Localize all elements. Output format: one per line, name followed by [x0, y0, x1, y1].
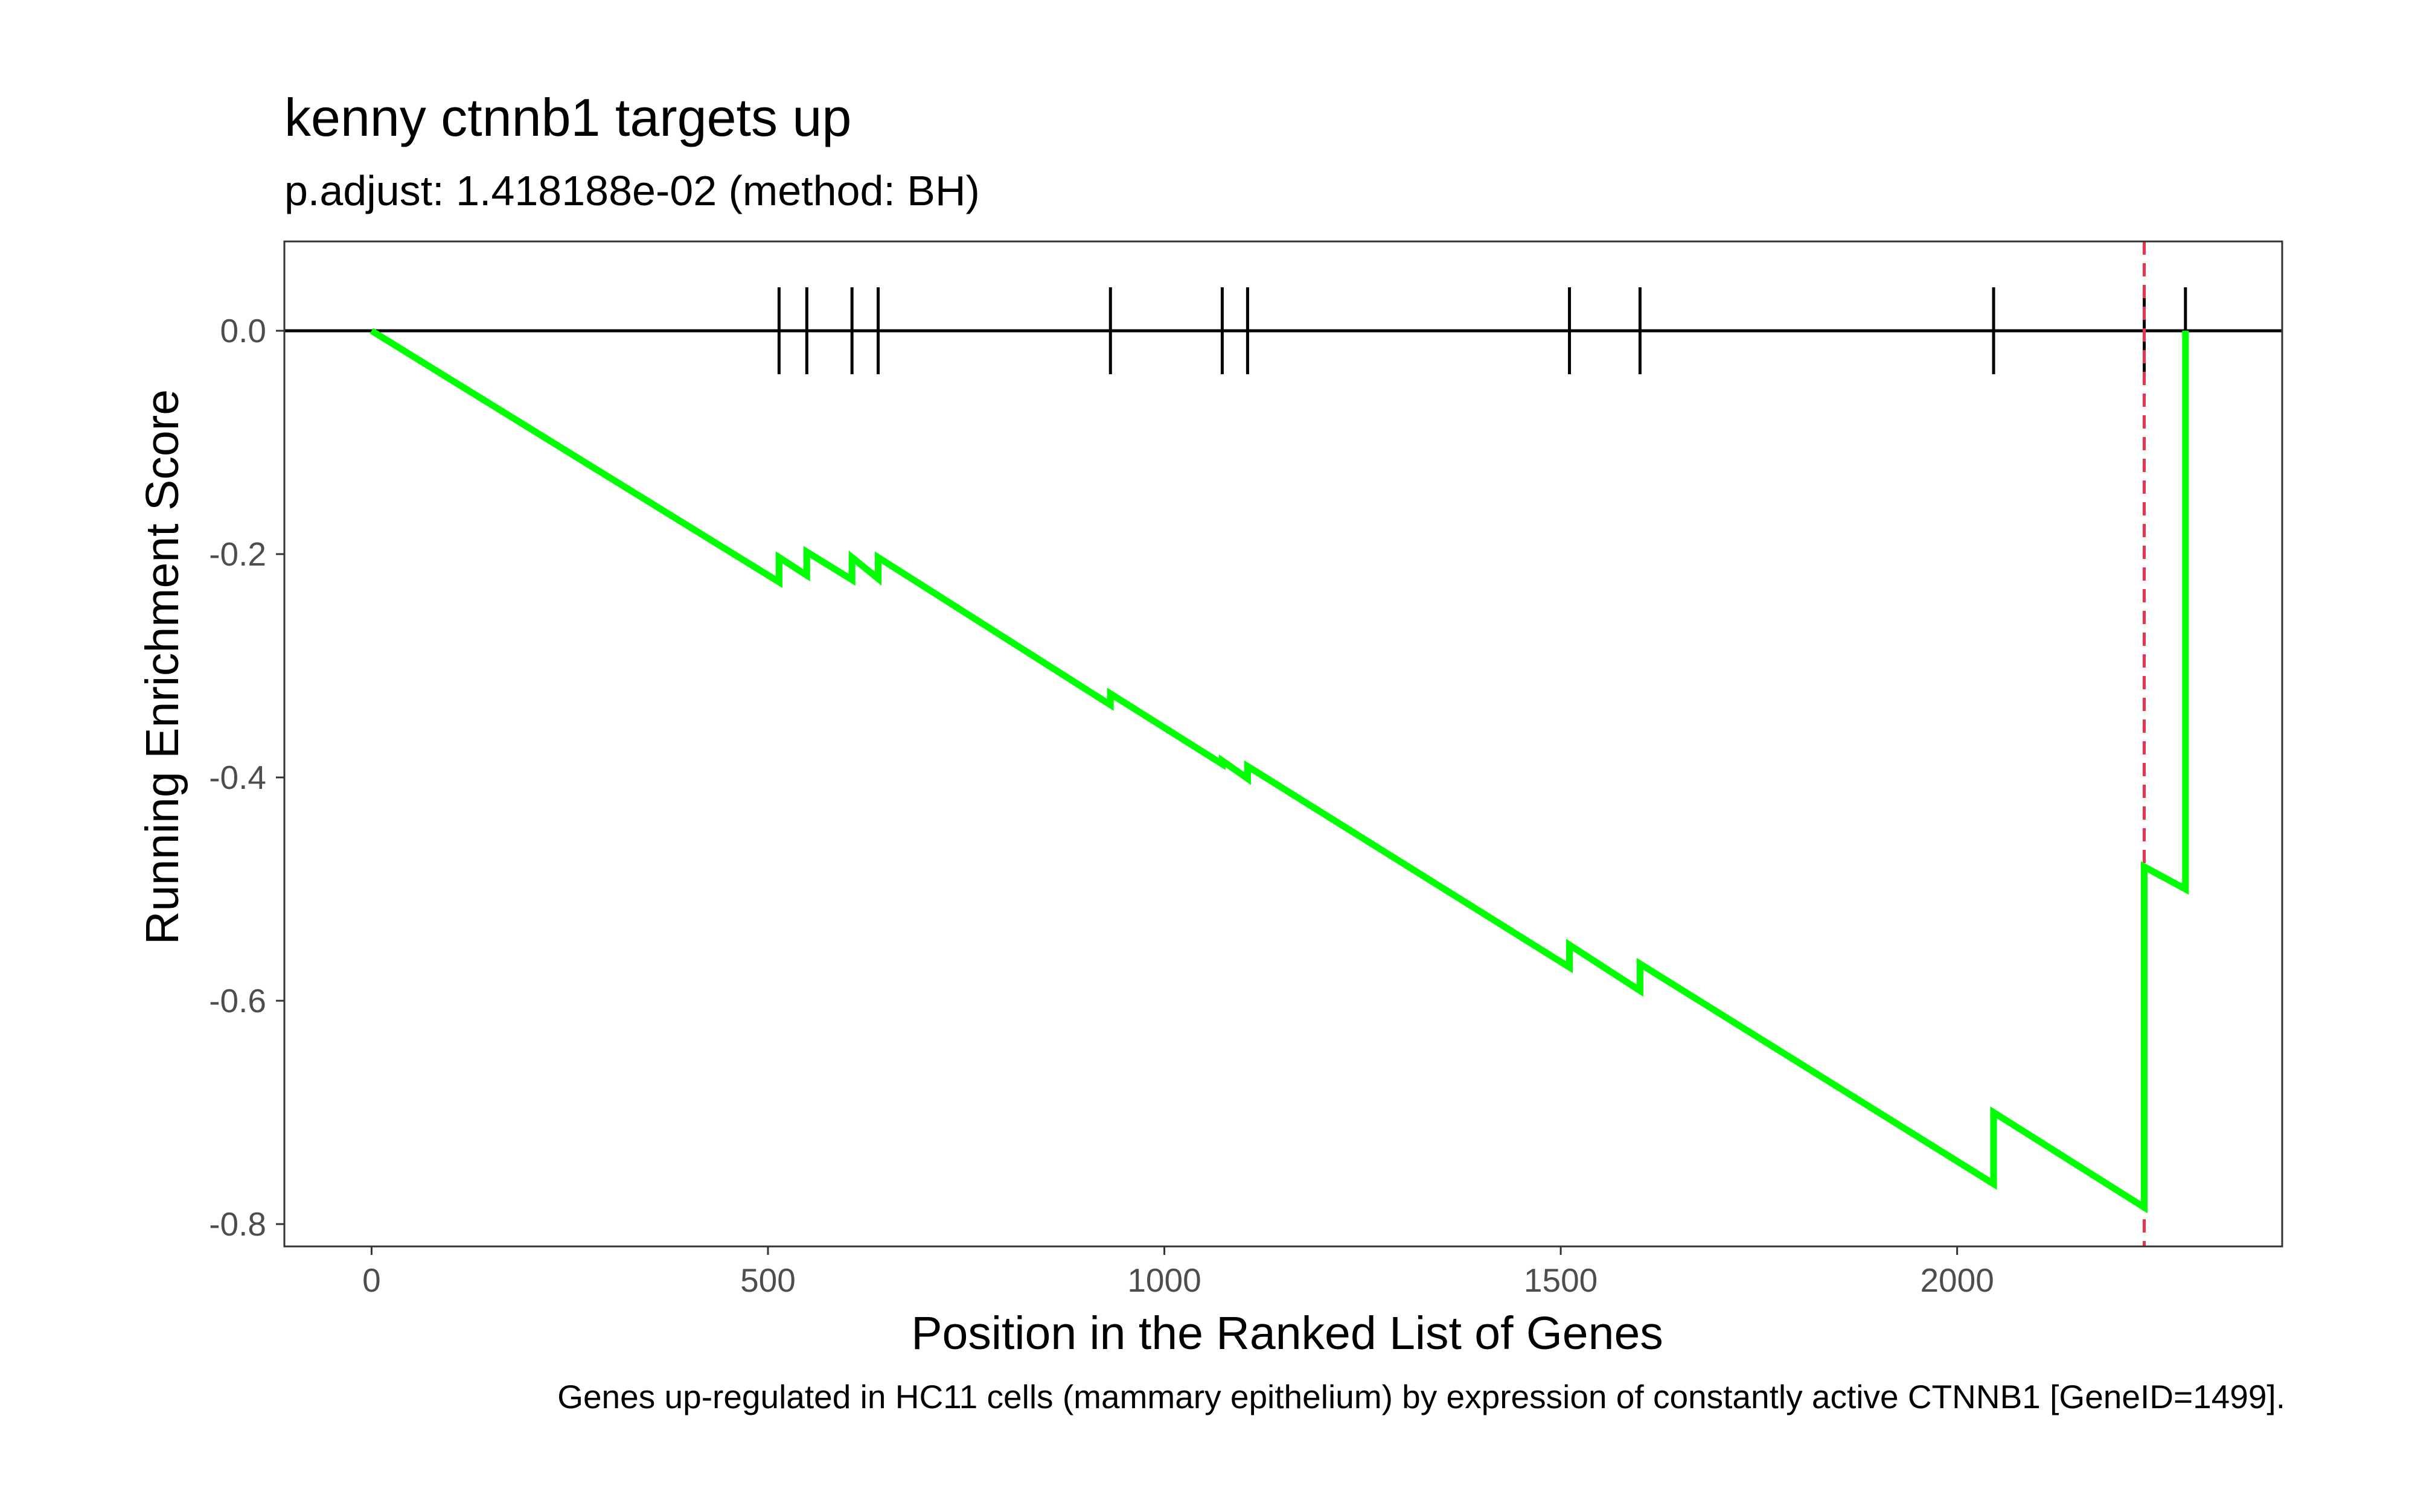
panel-border [283, 240, 2283, 1248]
x-tick-label: 2000 [1920, 1262, 1994, 1299]
x-tick-label: 0 [362, 1262, 381, 1299]
y-tick-label: -0.6 [209, 982, 266, 1019]
y-tick-label: 0.0 [220, 312, 266, 349]
chart-title: kenny ctnnb1 targets up [284, 88, 851, 147]
chart-caption: Genes up-regulated in HC11 cells (mammar… [557, 1378, 2285, 1415]
x-tick-label: 500 [740, 1262, 796, 1299]
y-tick-label: -0.8 [209, 1205, 266, 1243]
x-tick-label: 1500 [1524, 1262, 1598, 1299]
x-axis-title: Position in the Ranked List of Genes [911, 1307, 1663, 1359]
chart-subtitle: p.adjust: 1.418188e-02 (method: BH) [284, 167, 980, 214]
plot-area [284, 241, 2282, 1246]
y-axis-title: Running Enrichment Score [136, 389, 188, 945]
x-tick-label: 1000 [1127, 1262, 1201, 1299]
running-score-line [369, 328, 2189, 1214]
y-tick-label: -0.4 [209, 759, 266, 796]
y-tick-label: -0.2 [209, 535, 266, 573]
axis-ticks: 0 500 1000 1500 2000 0.0 -0.2 -0.4 -0.6 -0.8 [209, 312, 1994, 1299]
plot-panel [283, 240, 2283, 1248]
